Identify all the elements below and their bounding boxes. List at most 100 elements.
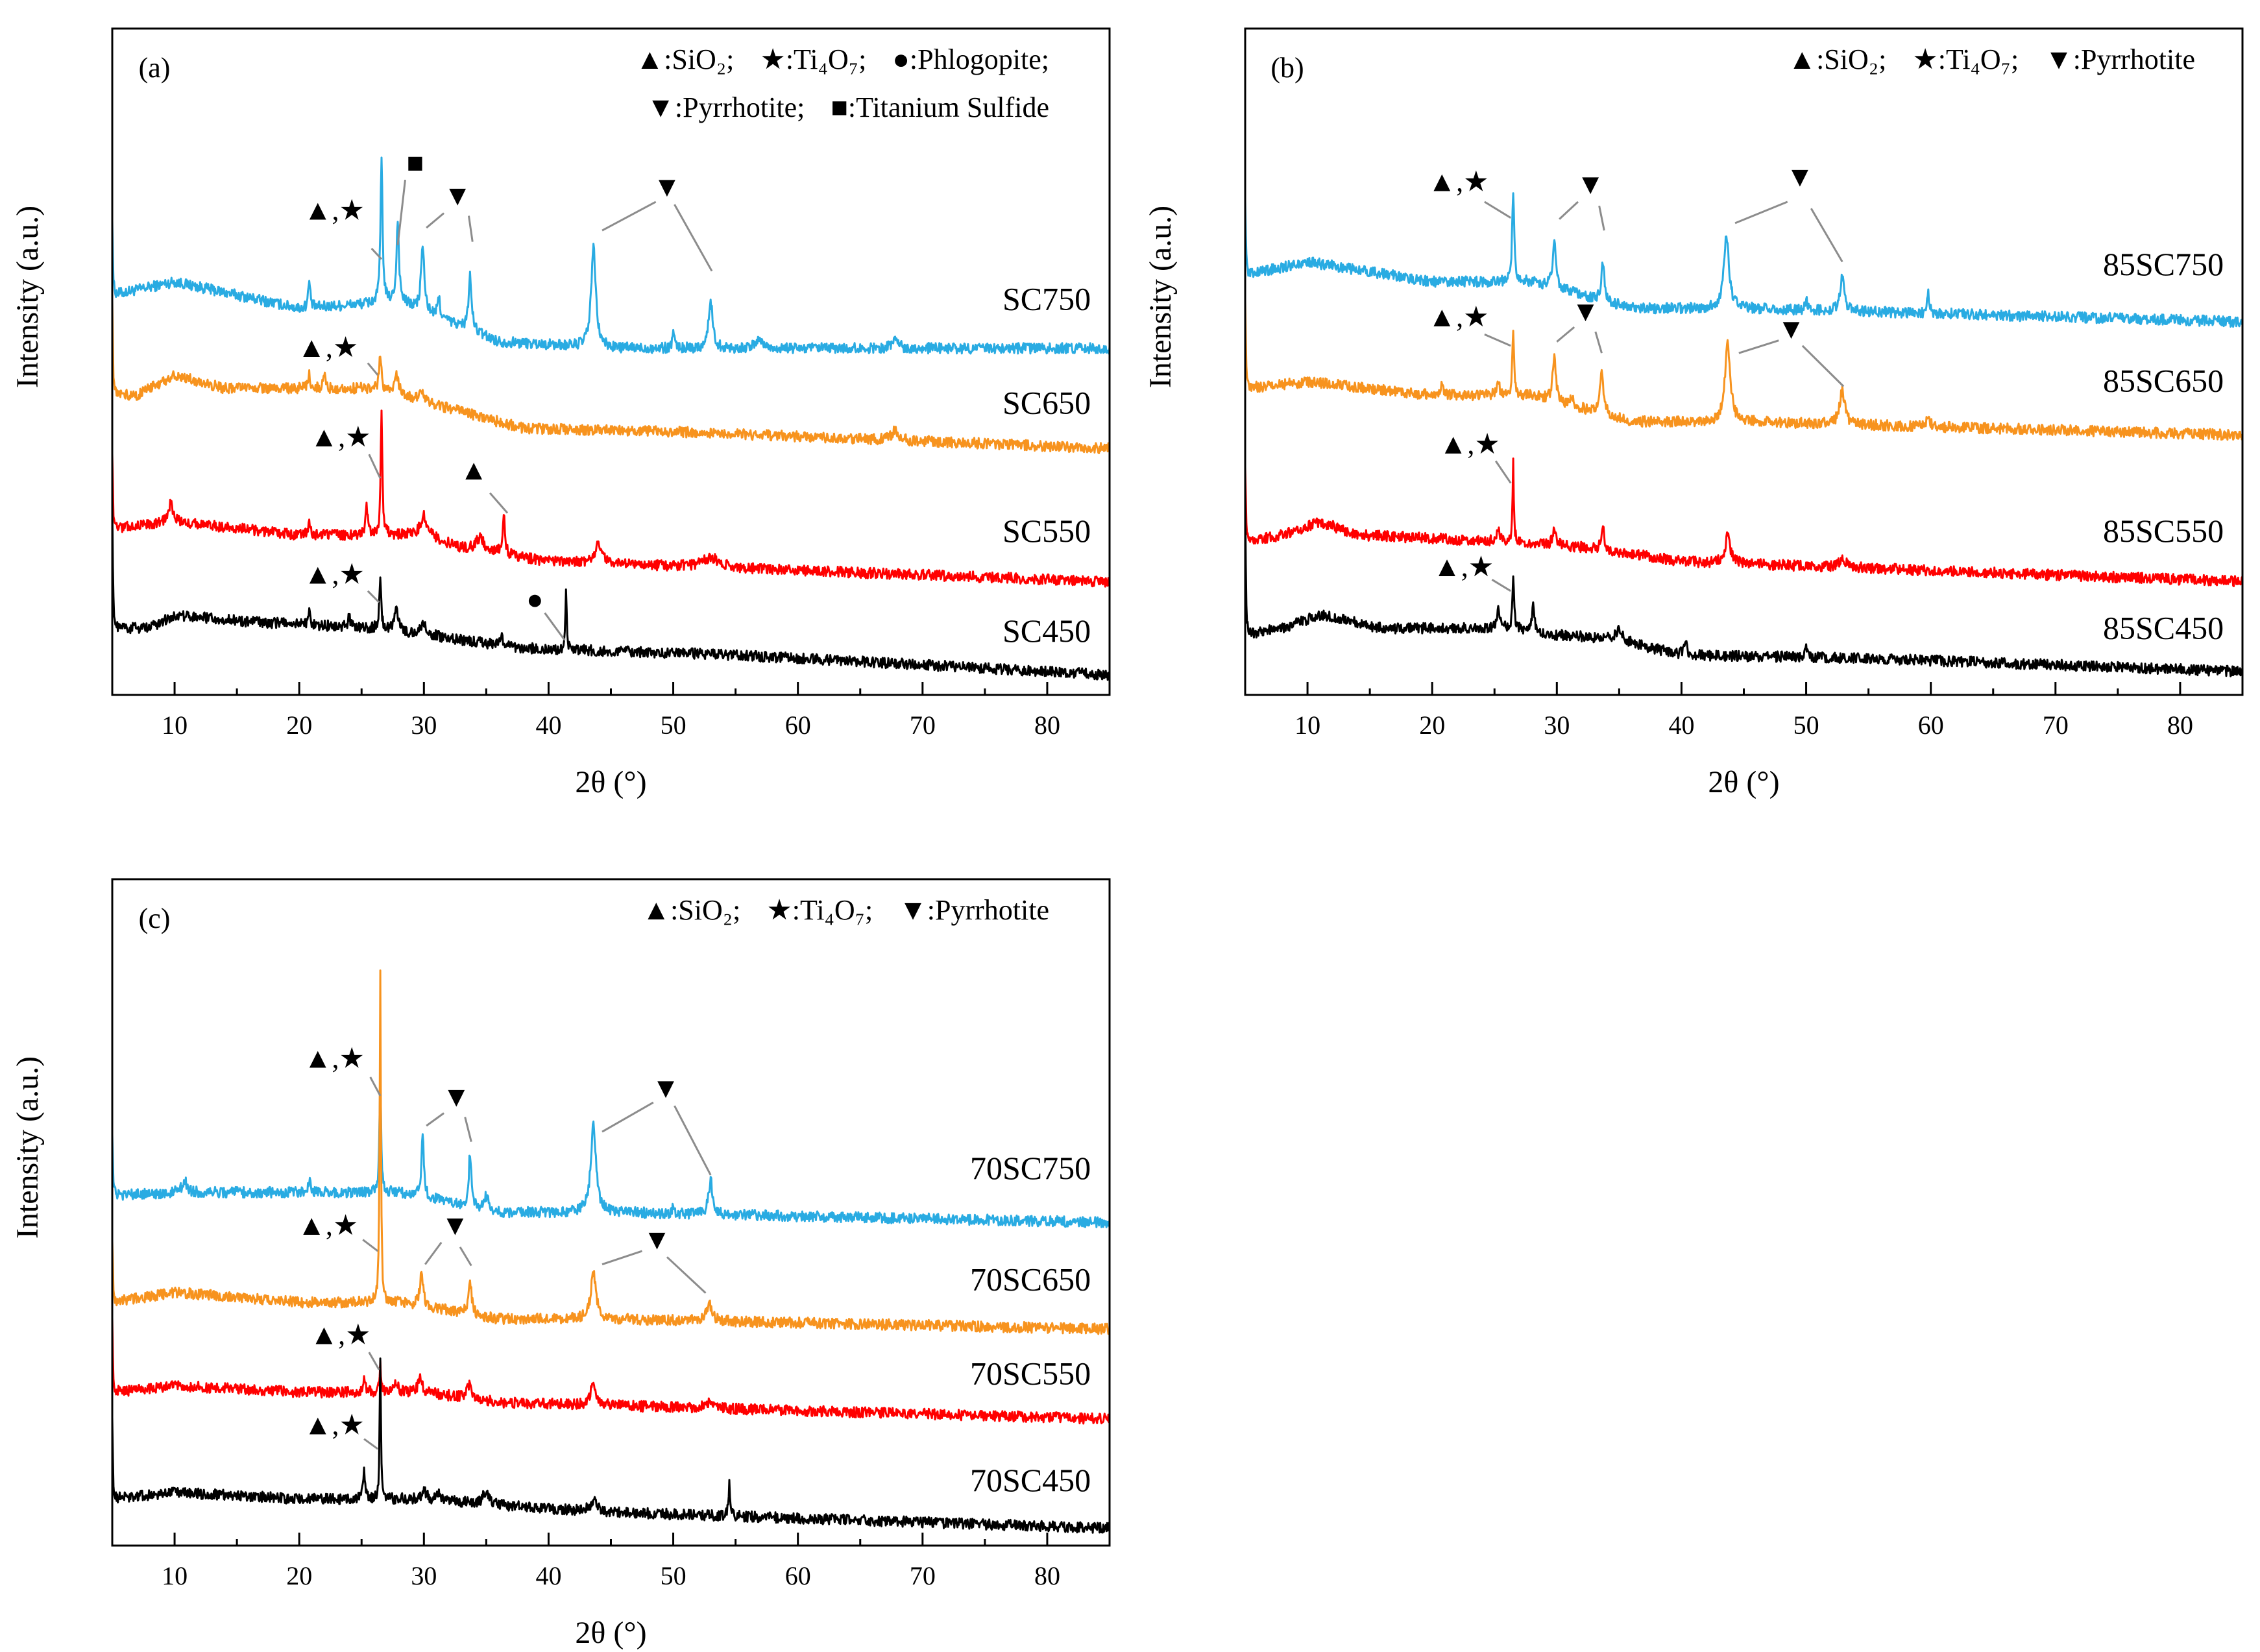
phase-annotation: ▲,★ (304, 195, 365, 226)
series-line-SC450 (112, 500, 1110, 681)
plot-frame (1244, 27, 2244, 696)
phase-annotation: ▼ (1786, 161, 1814, 193)
x-tick-label: 40 (1668, 711, 1694, 740)
x-tick-label: 80 (1034, 1561, 1060, 1590)
x-tick-label: 10 (1294, 711, 1320, 740)
annotation-leader-line (396, 179, 406, 245)
phase-annotation: ▼ (1777, 313, 1806, 345)
annotation-leader-line (1556, 326, 1575, 343)
x-tick-label: 50 (661, 1561, 687, 1590)
legend-entry: ●:Phlogopite; (892, 43, 1049, 75)
series-line-85SC750 (1245, 192, 2242, 328)
series-line-85SC650 (1245, 300, 2242, 441)
legend-entry: ▼:Pyrrhotite; (646, 91, 805, 123)
x-tick-label: 70 (910, 1561, 936, 1590)
phase-annotation: ▼ (653, 171, 681, 203)
x-tick-label: 30 (411, 711, 437, 740)
annotation-leader-line (666, 1256, 707, 1294)
series-line-70SC550 (112, 1317, 1110, 1425)
series-line-70SC650 (112, 969, 1110, 1335)
annotation-leader-line (1598, 205, 1605, 231)
x-tick-label: 60 (1918, 711, 1944, 740)
annotation-leader-line (464, 1117, 472, 1143)
annotation-leader-line (1738, 339, 1779, 354)
phase-annotation: ● (526, 583, 544, 615)
x-tick-label: 40 (535, 1561, 561, 1590)
legend-entry: ★:Ti₄O₇; (766, 894, 873, 926)
series-label: 85SC550 (2103, 513, 2224, 549)
annotation-leader-line (426, 212, 445, 229)
legend-line: ▲:SiO₂; ★:Ti₄O₇; ▼:Pyrrhotite (642, 894, 1049, 926)
legend-entry: ▲:SiO₂; (636, 43, 735, 75)
phase-annotation: ▲,★ (1428, 165, 1489, 197)
series-line-SC650 (112, 300, 1110, 454)
series-label: SC650 (1002, 385, 1091, 421)
annotation-leader-line (363, 1438, 379, 1450)
legend-entry: ▲:SiO₂; (1788, 43, 1887, 75)
annotation-leader-line (1484, 200, 1512, 219)
x-tick-label: 70 (2043, 711, 2069, 740)
series-label: 85SC450 (2103, 610, 2224, 646)
series-label: SC550 (1002, 513, 1091, 549)
phase-annotation: ▲,★ (297, 332, 358, 363)
annotation-leader-line (368, 454, 382, 479)
panel-label: (a) (139, 52, 171, 84)
x-tick-label: 20 (286, 711, 312, 740)
annotation-leader-line (1484, 334, 1511, 347)
series-label: 70SC450 (970, 1462, 1091, 1498)
x-tick-label: 30 (1544, 711, 1570, 740)
y-axis-label: Intensity (a.u.) (10, 1056, 45, 1239)
series-label: 70SC650 (970, 1261, 1091, 1298)
annotation-leader-line (489, 492, 509, 514)
legend-line: ▼:Pyrrhotite; ■:Titanium Sulfide (646, 91, 1049, 123)
annotation-leader-line (1559, 200, 1579, 220)
annotation-leader-line (674, 1105, 712, 1176)
annotation-leader-line (459, 1246, 472, 1267)
annotation-leader-line (1494, 460, 1512, 484)
phase-annotation: ▲,★ (1439, 428, 1500, 460)
x-tick-label: 20 (1419, 711, 1445, 740)
phase-annotation: ▲,★ (310, 421, 371, 453)
panel-label: (b) (1270, 52, 1304, 84)
annotation-leader-line (368, 1352, 380, 1370)
x-tick-label: 60 (785, 711, 811, 740)
phase-annotation: ▲,★ (297, 1209, 358, 1241)
phase-annotation: ■ (407, 147, 424, 179)
legend-entry: ★:Ti₄O₇; (760, 43, 866, 75)
phase-annotation: ▲,★ (1428, 301, 1489, 333)
annotation-leader-line (426, 1112, 444, 1127)
annotation-leader-line (424, 1241, 443, 1265)
series-line-85SC450 (1245, 493, 2242, 677)
x-tick-label: 40 (535, 711, 561, 740)
phase-annotation: ▲,★ (304, 1409, 365, 1440)
legend-entry: ▼:Pyrrhotite (2045, 43, 2195, 75)
annotation-leader-line (1810, 208, 1843, 263)
y-axis-label: Intensity (a.u.) (10, 206, 45, 388)
annotation-leader-line (362, 1239, 379, 1252)
phase-annotation: ▼ (443, 180, 472, 212)
series-label: 85SC650 (2103, 363, 2224, 399)
annotation-leader-line (1734, 200, 1788, 225)
series-label: SC750 (1002, 280, 1091, 317)
chart-panel-2: 70SC750 70SC650 70SC550 70SC450 ▲,★ ▼ ▼ ▲,★ ▼ ▼ ▲,… (10, 878, 1111, 1650)
chart-panel-1: 85SC750 85SC650 85SC550 85SC450 ▲,★ ▼ ▼ ▲,★ ▼ ▼ ▲,… (1143, 27, 2244, 799)
annotation-leader-line (1594, 331, 1603, 354)
phase-annotation: ▲,★ (304, 558, 365, 590)
legend-entry: ▼:Pyrrhotite (899, 894, 1049, 926)
x-tick-label: 50 (1793, 711, 1819, 740)
x-tick-label: 30 (411, 1561, 437, 1590)
legend-entry: ■:Titanium Sulfide (831, 91, 1049, 123)
phase-annotation: ▲ (459, 454, 488, 486)
series-label: 70SC750 (970, 1150, 1091, 1186)
x-axis-label: 2θ (°) (575, 1616, 646, 1650)
phase-annotation: ▲,★ (310, 1319, 371, 1351)
x-tick-label: 80 (1034, 711, 1060, 740)
annotation-leader-line (674, 204, 713, 272)
series-line-70SC750 (112, 1075, 1110, 1228)
annotation-leader-line (467, 215, 474, 242)
x-tick-label: 60 (785, 1561, 811, 1590)
phase-annotation: ▼ (651, 1073, 680, 1104)
phase-annotation: ▼ (442, 1081, 470, 1113)
plot-frame (111, 27, 1111, 696)
